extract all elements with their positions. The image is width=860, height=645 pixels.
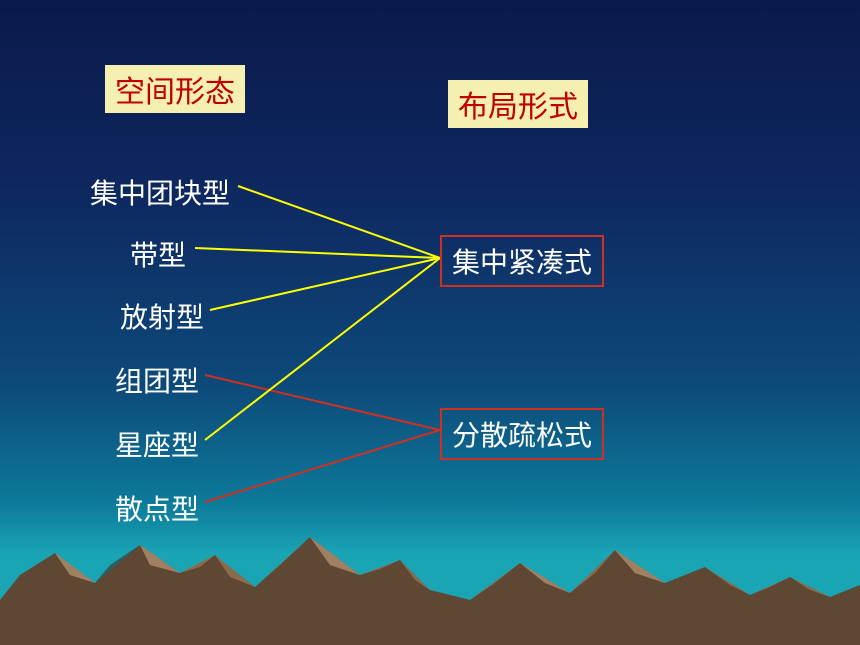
left-item: 散点型	[115, 488, 199, 528]
left-item: 星座型	[115, 424, 199, 464]
header-right: 布局形式	[448, 80, 588, 128]
header-left: 空间形态	[105, 65, 245, 113]
header-right-text: 布局形式	[458, 91, 578, 124]
right-box: 分散疏松式	[440, 408, 604, 460]
left-item: 带型	[130, 234, 186, 274]
left-item: 放射型	[120, 296, 204, 336]
right-box: 集中紧凑式	[440, 235, 604, 287]
left-item: 集中团块型	[90, 172, 230, 212]
left-item: 组团型	[115, 360, 199, 400]
header-left-text: 空间形态	[115, 76, 235, 109]
